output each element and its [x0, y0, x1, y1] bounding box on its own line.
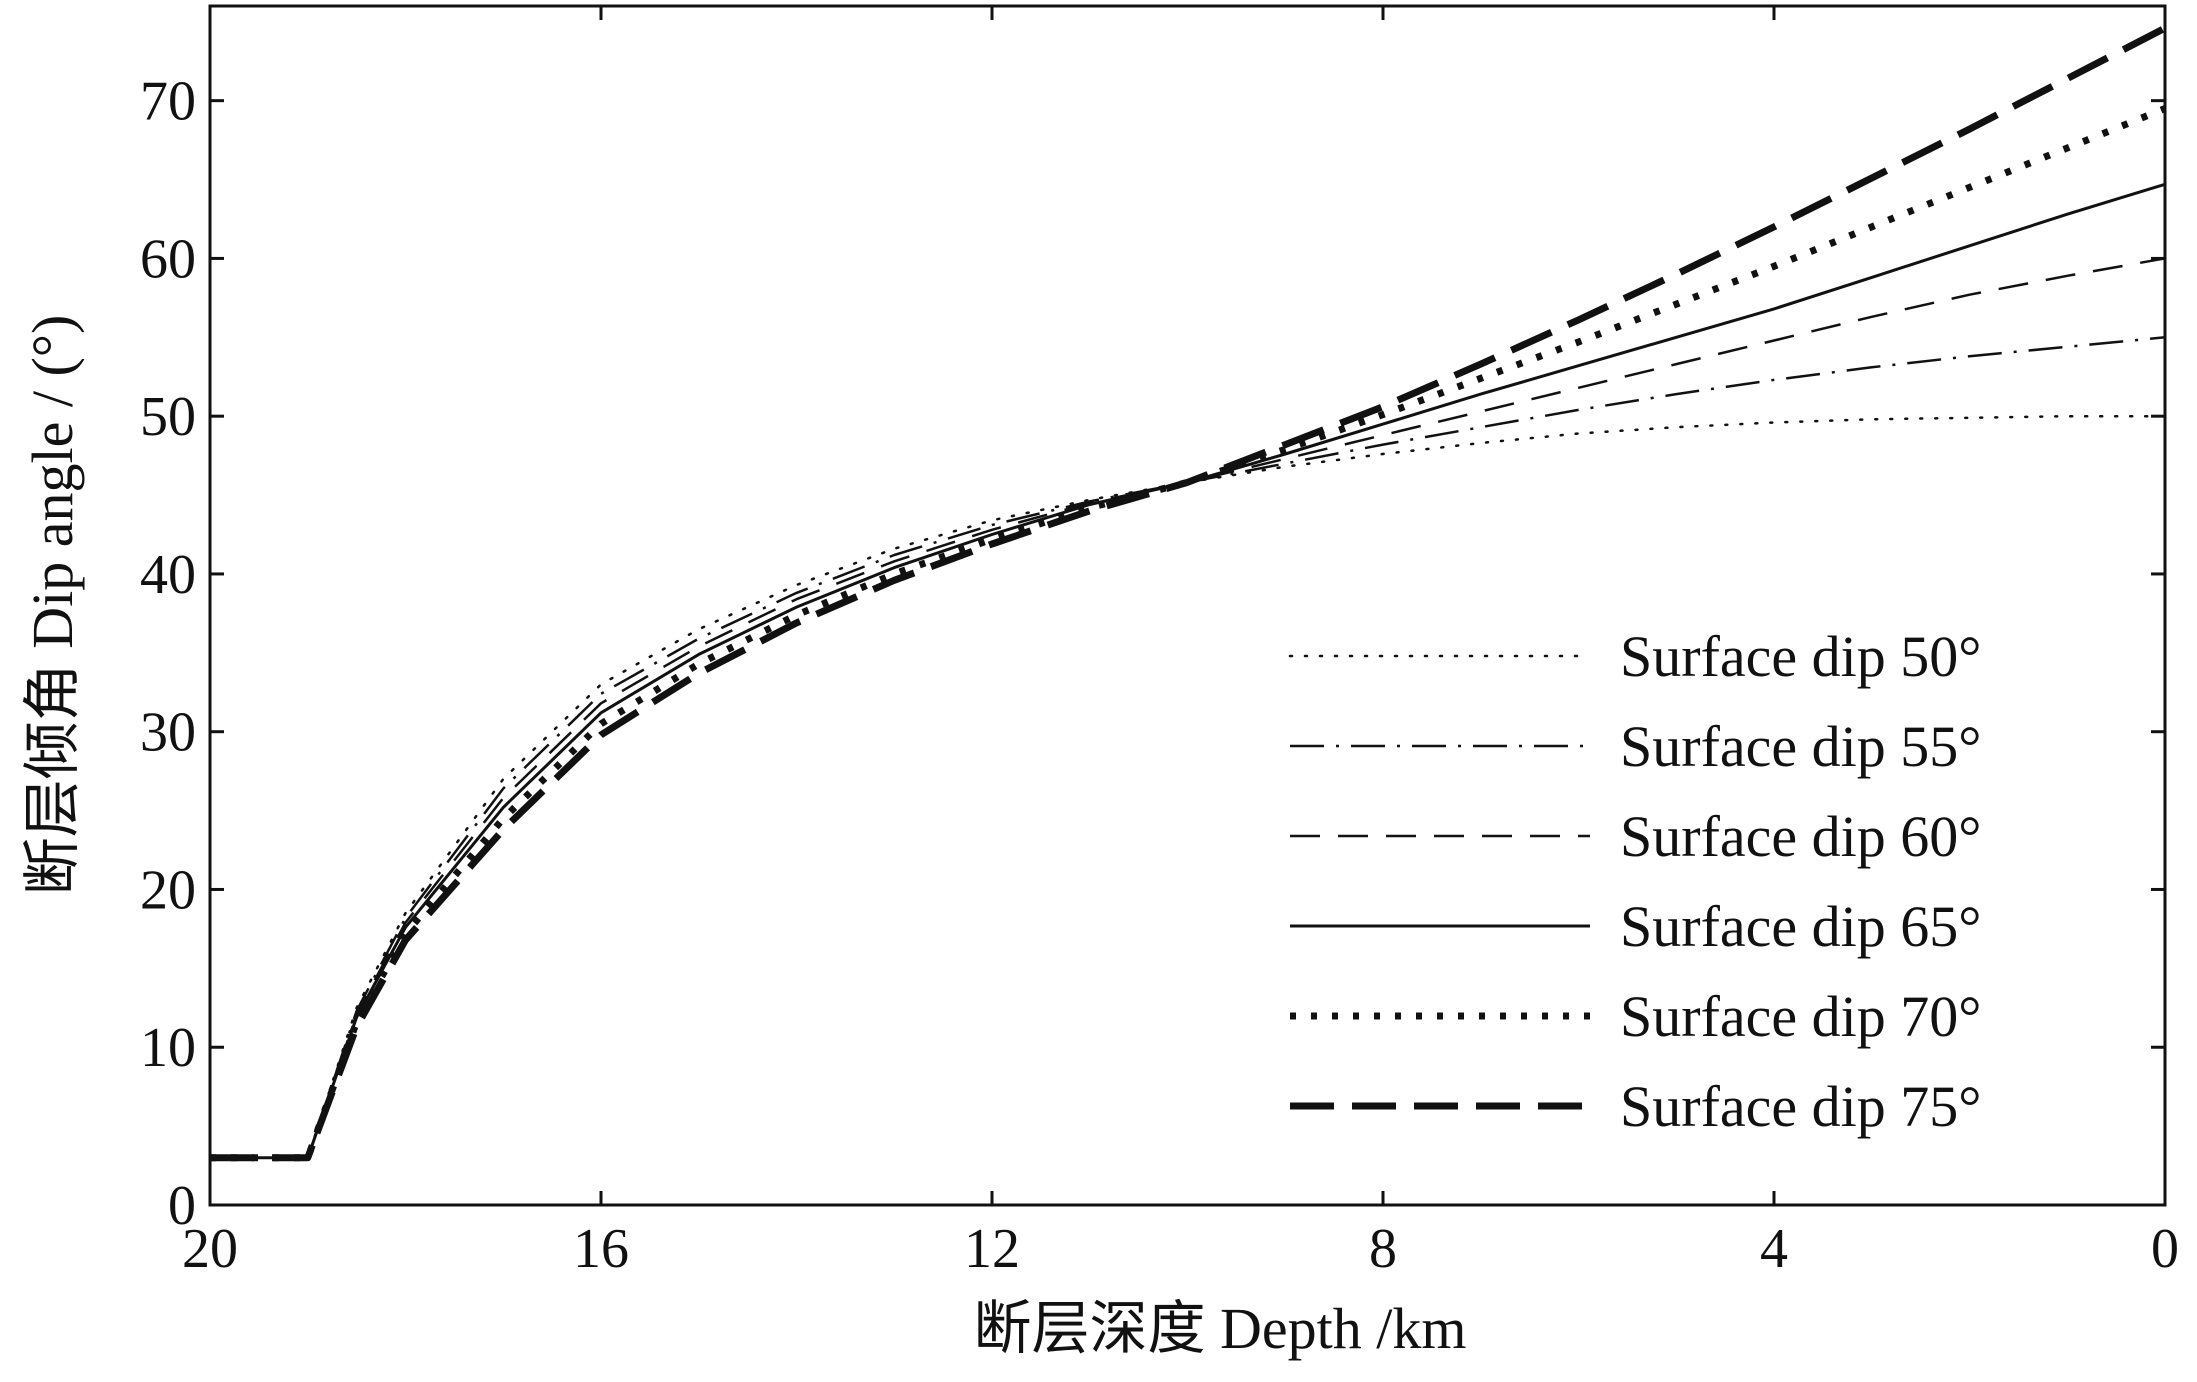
y-tick-label: 10: [140, 1017, 196, 1079]
y-tick-label: 70: [140, 71, 196, 133]
legend-label-5: Surface dip 70°: [1620, 984, 1981, 1049]
y-axis-ticks: 0 10 20 30 40 50 60 70: [140, 71, 2165, 1237]
x-tick-label: 8: [1369, 1218, 1397, 1280]
legend: Surface dip 50° Surface dip 55° Surface di…: [1288, 624, 1981, 1139]
y-tick-label: 20: [140, 859, 196, 921]
legend-label-4: Surface dip 65°: [1620, 894, 1981, 959]
y-tick-label: 50: [140, 386, 196, 448]
legend-label-1: Surface dip 50°: [1620, 624, 1981, 689]
x-tick-label: 4: [1760, 1218, 1788, 1280]
x-tick-label: 12: [964, 1218, 1020, 1280]
series-layer: [208, 24, 2167, 1162]
y-tick-label: 60: [140, 228, 196, 290]
legend-label-6: Surface dip 75°: [1620, 1074, 1981, 1139]
x-axis-title: 断层深度 Depth /km: [974, 1296, 1467, 1361]
legend-label-3: Surface dip 60°: [1620, 804, 1981, 869]
series-line-6: [210, 24, 2167, 1162]
x-axis-ticks: 20 16 12 8 4 0: [182, 6, 2179, 1280]
x-tick-label: 20: [182, 1218, 238, 1280]
y-tick-label: 40: [140, 544, 196, 606]
y-axis-title: 断层倾角 Dip angle / (°): [20, 315, 85, 896]
y-tick-label: 0: [168, 1175, 196, 1237]
legend-label-2: Surface dip 55°: [1620, 714, 1981, 779]
plot-frame: [208, 4, 2167, 1207]
x-tick-label: 0: [2151, 1218, 2179, 1280]
y-tick-label: 30: [140, 702, 196, 764]
x-tick-label: 16: [573, 1218, 629, 1280]
